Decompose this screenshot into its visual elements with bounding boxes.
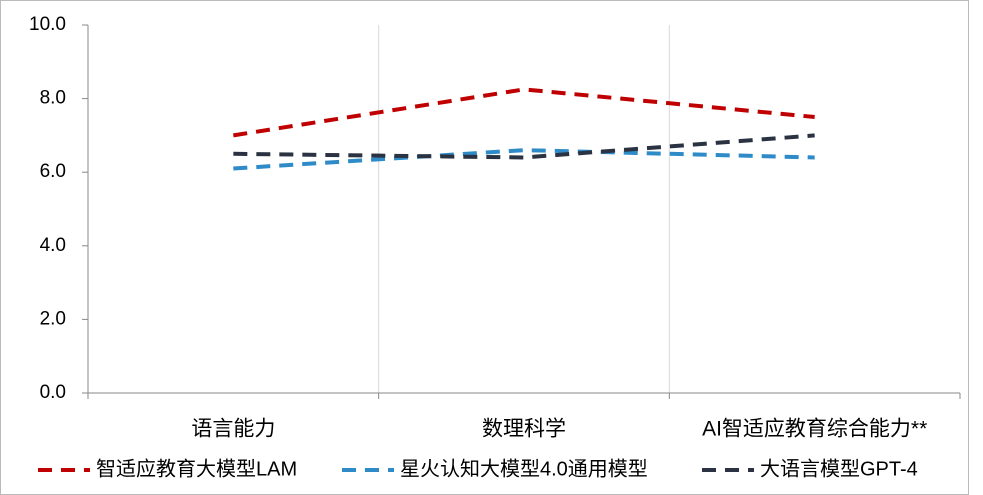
y-tick-label: 10.0 (29, 14, 66, 35)
legend-label: 大语言模型GPT-4 (760, 457, 918, 480)
x-tick-label: 语言能力 (191, 418, 275, 441)
y-tick-label: 6.0 (40, 161, 66, 182)
y-tick-label: 8.0 (40, 88, 66, 109)
y-tick-label: 0.0 (40, 382, 66, 403)
legend-label: 智适应教育大模型LAM (96, 457, 297, 480)
series-line (233, 148, 815, 171)
x-tick-label: AI智适应教育综合能力** (702, 418, 927, 441)
legend-label: 星火认知大模型4.0通用模型 (400, 457, 648, 480)
series-line (233, 133, 815, 160)
y-tick-label: 4.0 (40, 235, 66, 256)
x-tick-label: 数理科学 (482, 418, 566, 441)
series-line (233, 87, 815, 138)
y-tick-label: 2.0 (40, 308, 66, 329)
